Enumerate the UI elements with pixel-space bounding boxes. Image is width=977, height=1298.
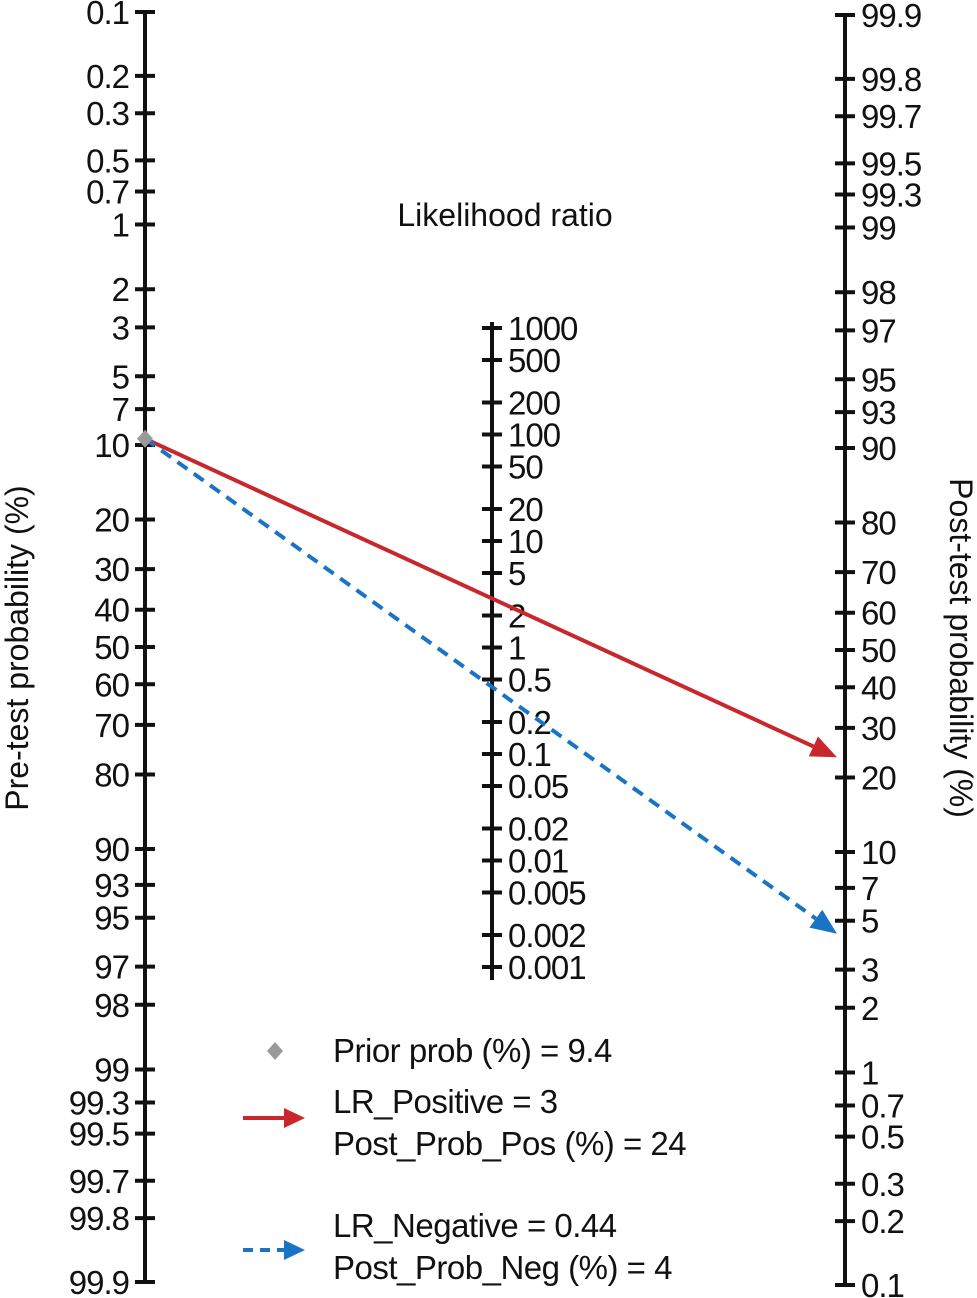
left-tick-label: 90 xyxy=(94,831,129,868)
right-tick-label: 99.3 xyxy=(861,176,921,213)
middle-tick-label: 50 xyxy=(508,449,543,486)
middle-tick-label: 0.002 xyxy=(508,917,586,954)
left-tick-label: 40 xyxy=(94,592,129,629)
middle-tick-label: 20 xyxy=(508,491,543,528)
left-tick-label: 20 xyxy=(94,502,129,539)
left-tick-label: 60 xyxy=(94,666,129,703)
legend-negative-post: Post_Prob_Neg (%) = 4 xyxy=(333,1249,672,1286)
middle-tick-label: 0.5 xyxy=(508,662,551,699)
right-tick-label: 90 xyxy=(861,430,896,467)
right-tick-label: 3 xyxy=(861,952,878,989)
middle-tick-label: 0.005 xyxy=(508,875,586,912)
axes: 0.10.20.30.50.71235710203040506070809093… xyxy=(69,0,922,1298)
left-tick-label: 70 xyxy=(94,707,129,744)
middle-tick-label: 200 xyxy=(508,384,561,421)
left-tick-label: 97 xyxy=(94,949,129,986)
right-tick-label: 5 xyxy=(861,903,878,940)
left-tick-label: 99.7 xyxy=(69,1163,129,1200)
left-tick-label: 99.9 xyxy=(69,1264,129,1298)
right-tick-label: 7 xyxy=(861,870,878,907)
left-tick-label: 99.3 xyxy=(69,1085,129,1122)
middle-tick-label: 0.05 xyxy=(508,768,568,805)
legend: Prior prob (%) = 9.4 LR_Positive = 3 Pos… xyxy=(243,1032,687,1286)
left-tick-label: 7 xyxy=(112,391,129,428)
legend-positive-post: Post_Prob_Pos (%) = 24 xyxy=(333,1125,686,1162)
left-tick-label: 0.1 xyxy=(86,0,129,31)
right-tick-label: 20 xyxy=(861,759,896,796)
right-tick-label: 50 xyxy=(861,632,896,669)
right-tick-label: 98 xyxy=(861,274,896,311)
right-tick-label: 95 xyxy=(861,361,896,398)
legend-positive-lr: LR_Positive = 3 xyxy=(333,1083,558,1120)
middle-tick-label: 5 xyxy=(508,555,525,592)
right-tick-label: 99.7 xyxy=(861,98,921,135)
right-tick-label: 99.9 xyxy=(861,0,921,34)
negative-lr-line xyxy=(143,437,818,921)
right-tick-label: 0.3 xyxy=(861,1166,904,1203)
right-tick-label: 99 xyxy=(861,210,896,247)
nomogram-lines xyxy=(137,429,837,934)
right-tick-label: 0.1 xyxy=(861,1267,904,1298)
right-tick-label: 40 xyxy=(861,669,896,706)
left-tick-label: 50 xyxy=(94,629,129,666)
left-tick-label: 0.7 xyxy=(86,173,129,210)
left-tick-label: 80 xyxy=(94,756,129,793)
positive-lr-arrowhead xyxy=(808,736,837,758)
middle-axis-title: Likelihood ratio xyxy=(397,197,612,233)
right-tick-label: 97 xyxy=(861,312,896,349)
left-tick-label: 2 xyxy=(112,271,129,308)
legend-positive-arrowhead-icon xyxy=(284,1108,305,1128)
right-tick-label: 80 xyxy=(861,505,896,542)
left-tick-label: 95 xyxy=(94,900,129,937)
middle-tick-label: 100 xyxy=(508,417,561,454)
prior-prob-marker xyxy=(137,429,153,448)
right-tick-label: 30 xyxy=(861,710,896,747)
middle-tick-label: 1000 xyxy=(508,310,578,347)
middle-tick-label: 0.1 xyxy=(508,736,551,773)
legend-prior-label: Prior prob (%) = 9.4 xyxy=(333,1032,612,1069)
legend-prior-diamond-icon xyxy=(267,1042,283,1060)
right-tick-label: 70 xyxy=(861,554,896,591)
left-tick-label: 93 xyxy=(94,867,129,904)
left-tick-label: 0.3 xyxy=(86,95,129,132)
right-axis-title: Post-test probability (%) xyxy=(943,478,977,818)
legend-negative-arrowhead-icon xyxy=(284,1240,305,1260)
positive-lr-line xyxy=(144,436,815,749)
left-tick-label: 3 xyxy=(112,309,129,346)
left-tick-label: 1 xyxy=(112,207,129,244)
left-tick-label: 99.8 xyxy=(69,1200,129,1237)
left-tick-label: 98 xyxy=(94,987,129,1024)
right-tick-label: 99.8 xyxy=(861,61,921,98)
middle-tick-label: 10 xyxy=(508,523,543,560)
right-tick-label: 0.5 xyxy=(861,1119,904,1156)
left-tick-label: 99 xyxy=(94,1051,129,1088)
legend-negative-lr: LR_Negative = 0.44 xyxy=(333,1207,617,1244)
left-tick-label: 0.5 xyxy=(86,142,129,179)
right-tick-label: 93 xyxy=(861,394,896,431)
left-tick-label: 10 xyxy=(94,427,129,464)
right-tick-label: 10 xyxy=(861,834,896,871)
middle-tick-label: 1 xyxy=(508,630,525,667)
negative-lr-arrowhead xyxy=(809,909,837,934)
right-tick-label: 99.5 xyxy=(861,145,921,182)
right-tick-label: 2 xyxy=(861,990,878,1027)
left-tick-label: 30 xyxy=(94,551,129,588)
middle-tick-label: 500 xyxy=(508,342,561,379)
left-tick-label: 0.2 xyxy=(86,58,129,95)
right-tick-label: 60 xyxy=(861,595,896,632)
left-axis-title: Pre-test probability (%) xyxy=(0,485,35,810)
left-tick-label: 99.5 xyxy=(69,1116,129,1153)
right-tick-label: 0.2 xyxy=(861,1203,904,1240)
left-tick-label: 5 xyxy=(112,358,129,395)
middle-tick-label: 0.001 xyxy=(508,949,586,986)
right-tick-label: 1 xyxy=(861,1054,878,1091)
middle-tick-label: 0.02 xyxy=(508,810,568,847)
right-tick-label: 0.7 xyxy=(861,1088,904,1125)
middle-tick-label: 0.01 xyxy=(508,843,568,880)
